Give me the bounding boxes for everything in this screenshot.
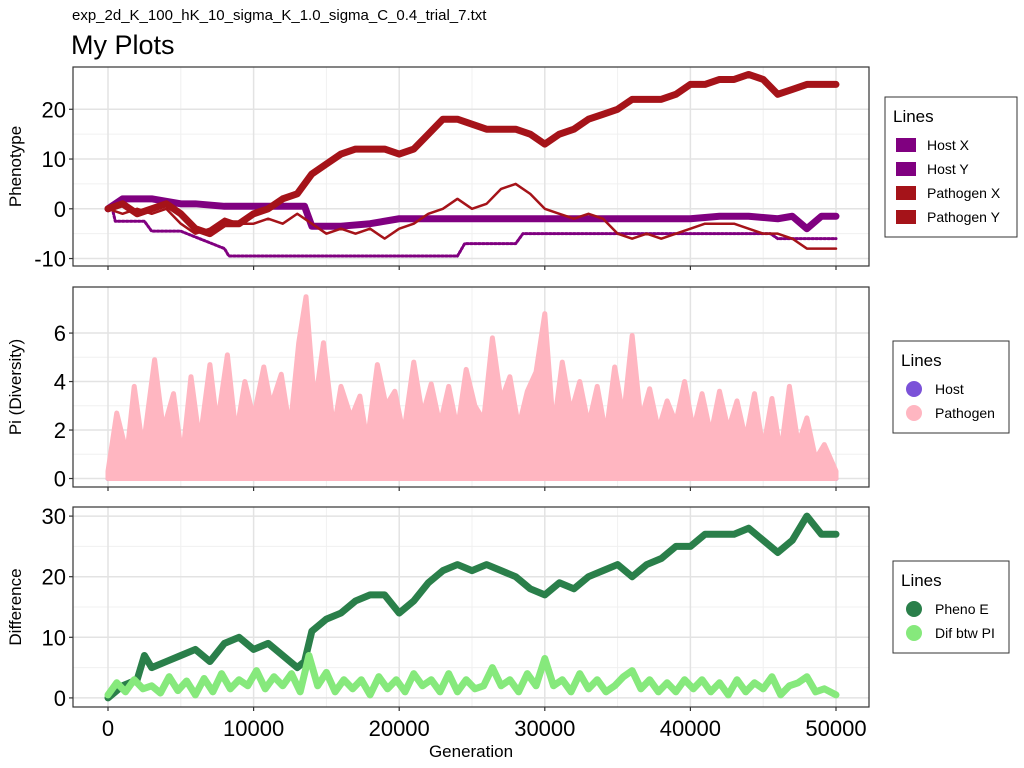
- y-tick-label: 20: [42, 565, 66, 590]
- y-tick-label: 4: [54, 370, 66, 395]
- legend: Lines Pheno E Dif btw PI: [893, 561, 1009, 653]
- legend-title: Lines: [901, 571, 942, 590]
- y-tick-label: 2: [54, 418, 66, 443]
- y-tick-label: 10: [42, 147, 66, 172]
- legend-key-pathogen-y: [896, 210, 916, 224]
- legend-label: Pheno E: [935, 601, 989, 617]
- legend-label: Pathogen X: [927, 185, 1001, 201]
- x-tick-label: 10000: [223, 716, 284, 741]
- legend-label: Pathogen: [935, 405, 995, 421]
- legend-label: Host X: [927, 137, 970, 153]
- legend-key-dif-btw-pi: [906, 625, 922, 641]
- x-tick-label: 0: [102, 716, 114, 741]
- y-tick-label: 0: [54, 467, 66, 492]
- x-tick-label: 20000: [369, 716, 430, 741]
- x-axis-label: Generation: [429, 742, 513, 761]
- y-axis-label: Pi (Diversity): [6, 339, 25, 435]
- y-tick-label: -10: [34, 247, 66, 272]
- legend-key-pathogen: [906, 405, 922, 421]
- legend-title: Lines: [893, 107, 934, 126]
- y-tick-label: 6: [54, 321, 66, 346]
- x-tick-label: 50000: [805, 716, 866, 741]
- legend-key-host: [906, 381, 922, 397]
- legend-label: Host Y: [927, 161, 969, 177]
- y-axis-label: Difference: [6, 568, 25, 645]
- legend: Lines Host Pathogen: [893, 341, 1009, 433]
- legend-key-pheno-e: [906, 601, 922, 617]
- y-tick-label: 0: [54, 197, 66, 222]
- legend: Lines Host X Host Y Pathogen X Pathogen Y: [885, 97, 1017, 237]
- legend-key-host-x: [896, 138, 916, 152]
- legend-label: Dif btw PI: [935, 625, 995, 641]
- legend-key-pathogen-x: [896, 186, 916, 200]
- legend-title: Lines: [901, 351, 942, 370]
- panel-1: -10 0 10 20 Phenotype Lines Host X Host Y Pathog…: [6, 67, 1017, 272]
- y-tick-label: 10: [42, 625, 66, 650]
- legend-key-host-y: [896, 162, 916, 176]
- legend-label: Pathogen Y: [927, 209, 1001, 225]
- panel-3: 0 10 20 30 0 10000 20000 30000 40000 50000 Differe…: [6, 504, 1009, 741]
- figure-subtitle: exp_2d_K_100_hK_10_sigma_K_1.0_sigma_C_0…: [72, 7, 487, 24]
- y-tick-label: 30: [42, 504, 66, 529]
- panel-2: 0 2 4 6 Pi (Diversity) Lines Host Pathogen: [6, 287, 1009, 492]
- x-tick-label: 30000: [514, 716, 575, 741]
- figure-title: My Plots: [71, 30, 175, 60]
- y-tick-label: 20: [42, 97, 66, 122]
- y-axis-label: Phenotype: [6, 126, 25, 207]
- legend-label: Host: [935, 381, 964, 397]
- x-tick-label: 40000: [660, 716, 721, 741]
- y-tick-label: 0: [54, 686, 66, 711]
